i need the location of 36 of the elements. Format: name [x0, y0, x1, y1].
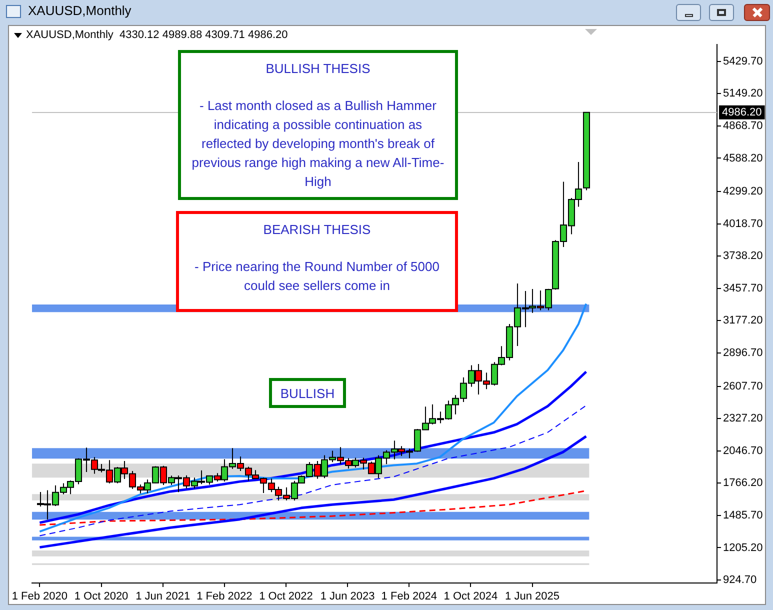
y-tick-label: 4588.20 — [723, 152, 763, 164]
y-tick-label: 2896.70 — [723, 347, 763, 360]
y-tick-label: 1485.70 — [723, 509, 763, 522]
y-tick-label: 2607.70 — [723, 380, 763, 392]
line-series — [38, 490, 587, 526]
x-tick-label: 1 Feb 2020 — [12, 590, 68, 603]
y-tick-label: 4018.70 — [723, 218, 763, 230]
x-tick-label: 1 Oct 2024 — [444, 590, 498, 603]
ref-line-label: 4986.20 — [722, 106, 762, 118]
y-tick-label: 4299.20 — [723, 186, 763, 198]
line-series — [39, 404, 587, 536]
annotation: BULLISH — [279, 384, 336, 402]
x-tick-label: 1 Jun 2023 — [320, 590, 375, 603]
chart-subtitle: XAUUSD,Monthly 4330.12 4989.88 4309.71 4986.20 — [26, 29, 288, 41]
x-tick-label: 1 Jun 2025 — [505, 590, 560, 603]
y-tick-label: 3457.70 — [723, 282, 763, 294]
y-tick-label: 2327.20 — [723, 412, 763, 425]
x-tick-label: 1 Oct 2022 — [259, 590, 313, 603]
y-tick-label: 5429.70 — [723, 55, 763, 68]
y-tick-label: 1205.20 — [723, 542, 763, 554]
x-tick-label: 1 Feb 2024 — [381, 590, 437, 603]
y-tick-label: 924.70 — [723, 574, 757, 586]
annotation: BULLISH THESIS — [264, 60, 372, 78]
y-tick-label: 5149.20 — [723, 88, 763, 100]
x-tick-label: 1 Feb 2022 — [196, 590, 252, 603]
annotation: - Price nearing the Round Number of 5000 could see sellers come in — [194, 258, 440, 295]
annotation: BEARISH THESIS — [262, 221, 372, 239]
y-tick-label: 3738.20 — [723, 250, 763, 262]
x-tick-label: 1 Oct 2020 — [74, 590, 128, 603]
y-tick-label: 4868.70 — [723, 120, 763, 132]
y-tick-label: 2046.70 — [723, 444, 763, 457]
y-tick-label: 1766.20 — [723, 477, 763, 490]
y-tick-label: 3177.20 — [723, 314, 763, 327]
annotation: - Last month closed as a Bullish Hammer indicating a possible continuation as reflected by developing month's break of previous range high making a new All-Time-High — [191, 97, 445, 191]
chart-title: XAUUSD,Monthly — [28, 3, 132, 18]
x-tick-label: 1 Jun 2021 — [136, 590, 190, 603]
